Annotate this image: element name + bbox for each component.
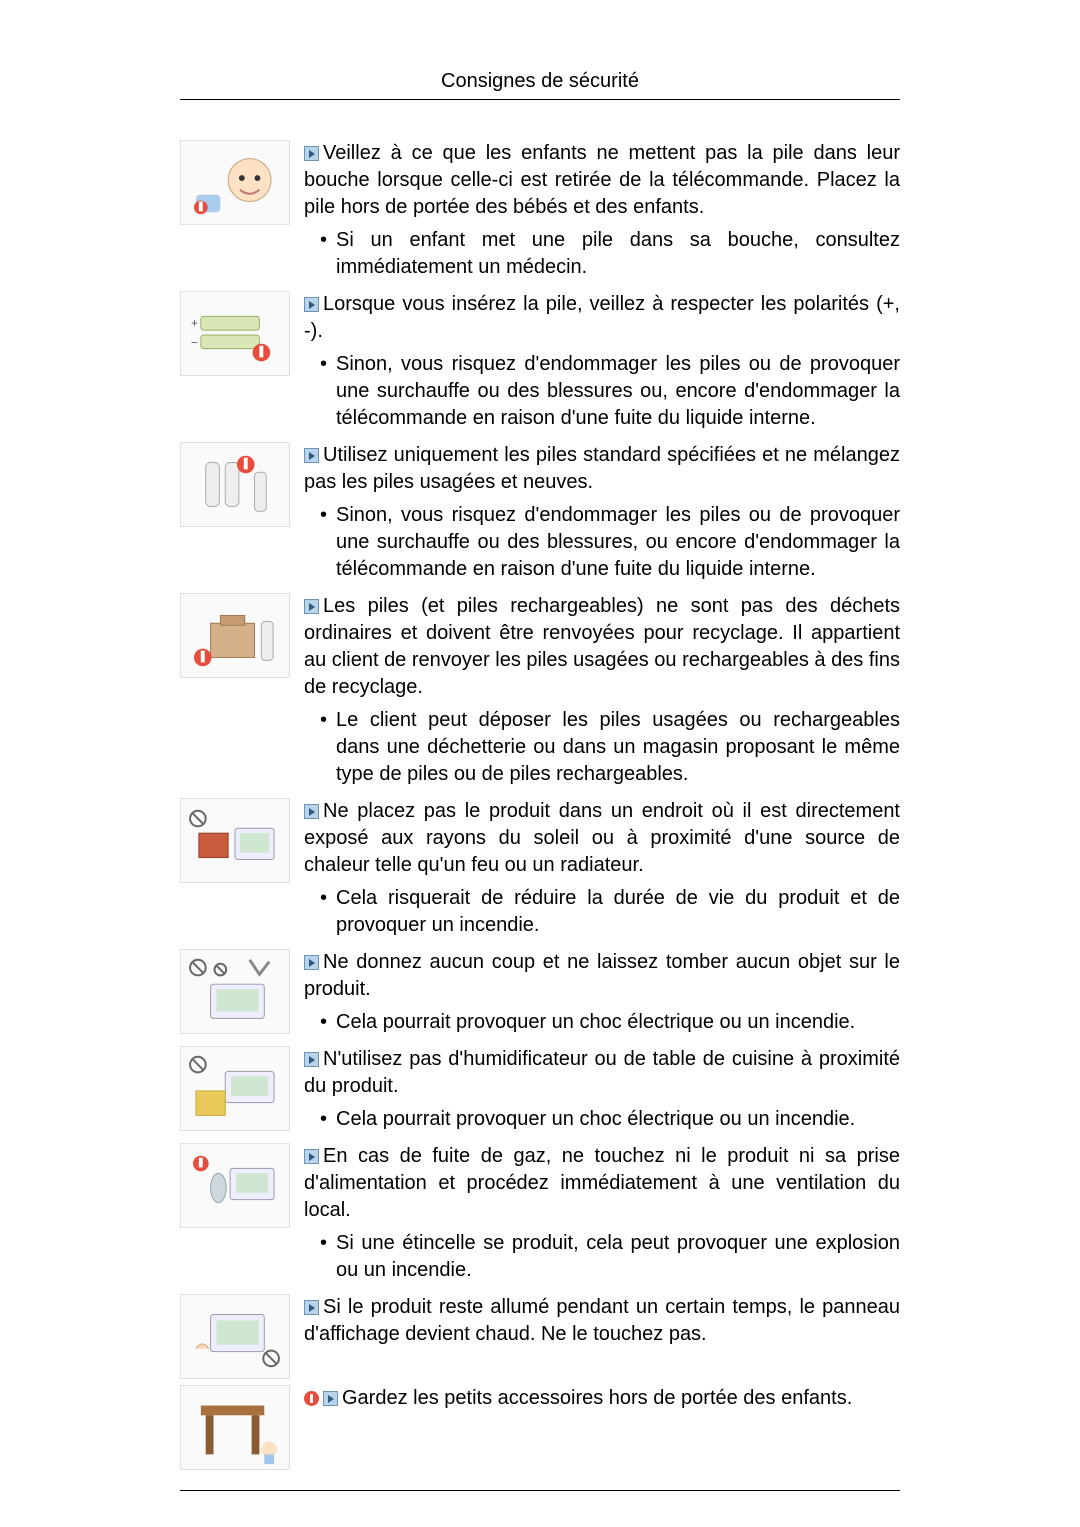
illustration-gas <box>180 1143 290 1228</box>
illustration-batteries <box>180 442 290 527</box>
lead-text: Si le produit reste allumé pendant un ce… <box>304 1296 900 1345</box>
safety-item: Veillez à ce que les enfants ne mettent … <box>180 140 900 285</box>
sub-item: Si un enfant met une pile dans sa bouche… <box>320 227 900 281</box>
arrow-icon <box>304 297 319 312</box>
item-body: Ne placez pas le produit dans un endroit… <box>304 798 900 943</box>
lead-text: Gardez les petits accessoires hors de po… <box>342 1387 852 1409</box>
lead-text: N'utilisez pas d'humidificateur ou de ta… <box>304 1048 900 1097</box>
item-body: Les piles (et piles rechargeables) ne so… <box>304 593 900 792</box>
safety-item: Ne placez pas le produit dans un endroit… <box>180 798 900 943</box>
arrow-icon <box>304 599 319 614</box>
arrow-icon <box>304 1052 319 1067</box>
illustration-recycle <box>180 593 290 678</box>
safety-item: En cas de fuite de gaz, ne touchez ni le… <box>180 1143 900 1288</box>
safety-item: Ne donnez aucun coup et ne laissez tombe… <box>180 949 900 1040</box>
illustration-impact <box>180 949 290 1034</box>
safety-item: Les piles (et piles rechargeables) ne so… <box>180 593 900 792</box>
item-lead: Veillez à ce que les enfants ne mettent … <box>304 140 900 221</box>
illustration-humidifier <box>180 1046 290 1131</box>
item-lead: Si le produit reste allumé pendant un ce… <box>304 1294 900 1348</box>
arrow-icon <box>304 1300 319 1315</box>
sub-list: Sinon, vous risquez d'endommager les pil… <box>304 502 900 583</box>
arrow-icon <box>304 448 319 463</box>
illustration-baby <box>180 140 290 225</box>
info-icon <box>304 1391 319 1406</box>
illustration-hotpanel <box>180 1294 290 1379</box>
sub-item: Cela pourrait provoquer un choc électriq… <box>320 1009 900 1036</box>
illustration-heat <box>180 798 290 883</box>
svg-text:+: + <box>191 317 198 330</box>
lead-text: Ne placez pas le produit dans un endroit… <box>304 800 900 876</box>
item-body: Gardez les petits accessoires hors de po… <box>304 1385 900 1418</box>
lead-text: Ne donnez aucun coup et ne laissez tombe… <box>304 951 900 1000</box>
item-lead: Ne placez pas le produit dans un endroit… <box>304 798 900 879</box>
sub-item: Sinon, vous risquez d'endommager les pil… <box>320 351 900 432</box>
arrow-icon <box>304 804 319 819</box>
header-rule <box>180 99 900 100</box>
sub-item: Le client peut déposer les piles usagées… <box>320 707 900 788</box>
item-body: En cas de fuite de gaz, ne touchez ni le… <box>304 1143 900 1288</box>
item-lead: Gardez les petits accessoires hors de po… <box>304 1385 900 1412</box>
item-lead: Ne donnez aucun coup et ne laissez tombe… <box>304 949 900 1003</box>
sub-list: Cela risquerait de réduire la durée de v… <box>304 885 900 939</box>
sub-item: Cela pourrait provoquer un choc électriq… <box>320 1106 900 1133</box>
safety-item: N'utilisez pas d'humidificateur ou de ta… <box>180 1046 900 1137</box>
item-lead: Lorsque vous insérez la pile, veillez à … <box>304 291 900 345</box>
svg-text:−: − <box>191 337 198 350</box>
sub-list: Cela pourrait provoquer un choc électriq… <box>304 1106 900 1133</box>
item-lead: En cas de fuite de gaz, ne touchez ni le… <box>304 1143 900 1224</box>
illustration-table-child <box>180 1385 290 1470</box>
safety-item: Utilisez uniquement les piles standard s… <box>180 442 900 587</box>
item-body: Utilisez uniquement les piles standard s… <box>304 442 900 587</box>
lead-text: Les piles (et piles rechargeables) ne so… <box>304 595 900 698</box>
illustration-polarity: + − <box>180 291 290 376</box>
sub-list: Si un enfant met une pile dans sa bouche… <box>304 227 900 281</box>
safety-item: Gardez les petits accessoires hors de po… <box>180 1385 900 1470</box>
lead-text: Lorsque vous insérez la pile, veillez à … <box>304 293 900 342</box>
sub-list: Si une étincelle se produit, cela peut p… <box>304 1230 900 1284</box>
item-body: Si le produit reste allumé pendant un ce… <box>304 1294 900 1354</box>
arrow-icon <box>304 955 319 970</box>
item-lead: Utilisez uniquement les piles standard s… <box>304 442 900 496</box>
item-body: Veillez à ce que les enfants ne mettent … <box>304 140 900 285</box>
page: Consignes de sécurité Veillez à ce que l… <box>0 0 1080 1527</box>
footer-rule <box>180 1490 900 1491</box>
item-body: N'utilisez pas d'humidificateur ou de ta… <box>304 1046 900 1137</box>
sub-item: Cela risquerait de réduire la durée de v… <box>320 885 900 939</box>
page-title: Consignes de sécurité <box>180 70 900 93</box>
lead-text: Utilisez uniquement les piles standard s… <box>304 444 900 493</box>
item-body: Lorsque vous insérez la pile, veillez à … <box>304 291 900 436</box>
item-body: Ne donnez aucun coup et ne laissez tombe… <box>304 949 900 1040</box>
lead-text: Veillez à ce que les enfants ne mettent … <box>304 142 900 218</box>
sub-list: Sinon, vous risquez d'endommager les pil… <box>304 351 900 432</box>
sub-item: Si une étincelle se produit, cela peut p… <box>320 1230 900 1284</box>
sub-list: Cela pourrait provoquer un choc électriq… <box>304 1009 900 1036</box>
item-lead: Les piles (et piles rechargeables) ne so… <box>304 593 900 701</box>
sub-list: Le client peut déposer les piles usagées… <box>304 707 900 788</box>
sub-item: Sinon, vous risquez d'endommager les pil… <box>320 502 900 583</box>
arrow-icon <box>323 1391 338 1406</box>
item-lead: N'utilisez pas d'humidificateur ou de ta… <box>304 1046 900 1100</box>
lead-text: En cas de fuite de gaz, ne touchez ni le… <box>304 1145 900 1221</box>
arrow-icon <box>304 1149 319 1164</box>
safety-item: + − Lorsque vous insérez la pile, veille… <box>180 291 900 436</box>
arrow-icon <box>304 146 319 161</box>
safety-item: Si le produit reste allumé pendant un ce… <box>180 1294 900 1379</box>
